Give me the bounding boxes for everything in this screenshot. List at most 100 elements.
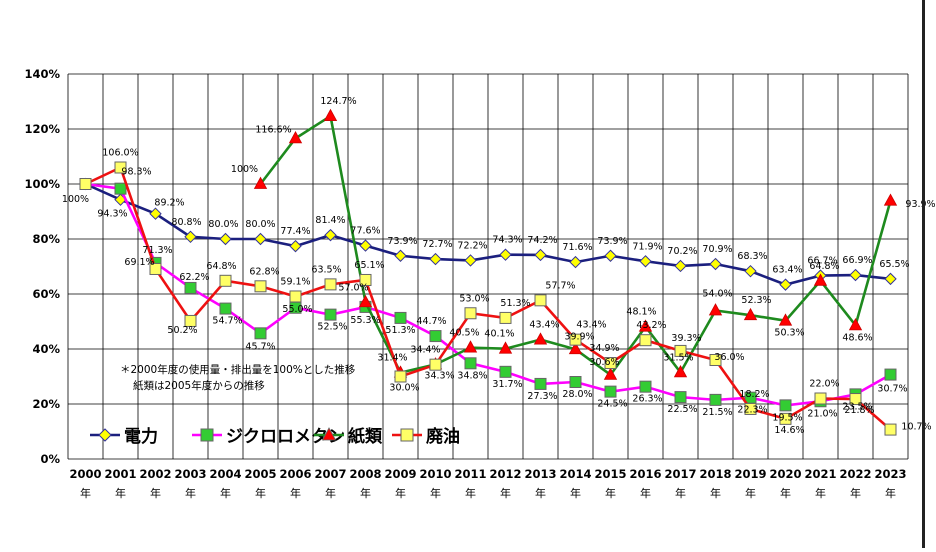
data-point <box>324 278 337 291</box>
data-point <box>603 367 618 380</box>
data-label: 31.7% <box>492 379 522 390</box>
data-point <box>499 365 512 378</box>
data-point <box>114 182 127 195</box>
data-label: 39.9% <box>564 331 594 342</box>
x-tick-label: 2020 <box>769 467 801 481</box>
data-label: 52.5% <box>317 322 347 333</box>
data-point <box>289 239 302 253</box>
y-tick-label: 0% <box>40 452 60 466</box>
data-point <box>569 376 582 388</box>
x-tick-unit: 年 <box>640 486 651 500</box>
x-tick-label: 2007 <box>314 467 346 481</box>
data-label: 26.3% <box>632 394 662 405</box>
data-labels: 100% 94.3% 89.2% 80.8% 80.0% 80.0% 77.4% 81.4% 7… <box>62 96 936 436</box>
data-label: 34.4% <box>410 344 440 355</box>
data-label: 94.3% <box>97 209 127 220</box>
note-line-2: 紙類は2005年度からの推移 <box>133 379 265 392</box>
data-label: 40.5% <box>449 328 479 339</box>
data-point <box>400 428 414 442</box>
x-tick-label: 2013 <box>524 467 556 481</box>
data-point <box>849 268 862 282</box>
data-point <box>499 248 512 261</box>
data-label: 62.8% <box>249 266 279 277</box>
data-label: 66.9% <box>842 255 872 266</box>
note-line-1: ＊2000年度の使用量・排出量を100%とした推移 <box>120 363 356 376</box>
x-tick-label: 2017 <box>664 467 696 481</box>
series-2 <box>79 178 897 412</box>
data-point <box>674 259 687 273</box>
data-label: 39.3% <box>671 333 701 344</box>
data-point <box>324 308 337 321</box>
x-tick-unit: 年 <box>675 486 686 500</box>
data-point <box>884 272 897 286</box>
data-point <box>604 357 617 370</box>
x-tick-label: 2015 <box>594 467 626 481</box>
data-point <box>883 193 898 206</box>
data-label: 63.4% <box>772 265 802 276</box>
data-point <box>778 313 793 326</box>
data-label: 21.0% <box>807 408 837 419</box>
data-point <box>849 393 862 406</box>
data-label: 34.8% <box>457 370 487 381</box>
x-tick-unit: 年 <box>500 486 511 500</box>
data-label: 43.4% <box>576 320 606 331</box>
data-point <box>708 303 723 316</box>
data-label: 21.5% <box>702 407 732 418</box>
data-label: 28.0% <box>562 389 592 400</box>
data-label: 43.4% <box>529 320 559 331</box>
data-point <box>884 423 897 436</box>
data-label: 24.5% <box>597 399 627 410</box>
data-label: 36.0% <box>714 352 744 363</box>
data-label: 74.2% <box>527 235 557 246</box>
data-label: 34.3% <box>424 371 454 382</box>
legend-label: 電力 <box>124 426 158 447</box>
gridlines <box>67 73 909 460</box>
data-point <box>429 330 442 343</box>
data-label: 64.8% <box>206 261 236 272</box>
data-label: 51.3% <box>500 298 530 309</box>
data-point <box>709 354 722 366</box>
x-tick-label: 2003 <box>174 467 206 481</box>
data-label: 72.2% <box>457 240 487 251</box>
x-tick-unit: 年 <box>220 486 231 500</box>
data-label: 40.1% <box>484 329 514 340</box>
data-label: 57.7% <box>545 280 575 291</box>
data-point <box>639 380 652 393</box>
data-point <box>568 341 583 355</box>
data-point <box>498 341 513 354</box>
data-label: 10.7% <box>901 422 931 433</box>
data-point <box>814 392 827 405</box>
data-point <box>254 280 267 293</box>
x-tick-label: 2006 <box>279 467 311 481</box>
y-tick-label: 140% <box>24 67 60 81</box>
data-label: 22.3% <box>737 405 767 416</box>
data-label: 54.0% <box>702 289 732 300</box>
data-label: 30.0% <box>389 383 419 394</box>
data-point <box>289 290 302 303</box>
x-tick-label: 2012 <box>489 467 521 481</box>
data-point <box>499 311 512 324</box>
data-point <box>533 332 548 345</box>
data-label: 80.0% <box>208 219 238 230</box>
data-point <box>604 249 617 262</box>
data-label: 70.9% <box>702 244 732 255</box>
x-tick-unit: 年 <box>290 486 301 500</box>
data-label: 71.6% <box>562 242 592 253</box>
data-label: 52.3% <box>741 295 771 306</box>
data-label: 65.5% <box>879 259 909 270</box>
x-tick-unit: 年 <box>745 486 756 500</box>
data-label: 34.9% <box>589 343 619 354</box>
data-point <box>394 249 407 262</box>
y-tick-label: 120% <box>24 122 60 136</box>
data-point <box>813 273 828 286</box>
x-tick-label: 2005 <box>244 467 276 481</box>
legend: 電力 ジクロロメタン 紙類 廃油 <box>90 426 460 447</box>
data-point <box>219 232 232 246</box>
y-tick-label: 80% <box>32 232 60 246</box>
x-tick-unit: 年 <box>605 486 616 500</box>
data-label: 63.5% <box>311 264 341 275</box>
data-label: 80.8% <box>171 217 201 228</box>
x-tick-unit: 年 <box>465 486 476 500</box>
series-3 <box>253 108 898 380</box>
